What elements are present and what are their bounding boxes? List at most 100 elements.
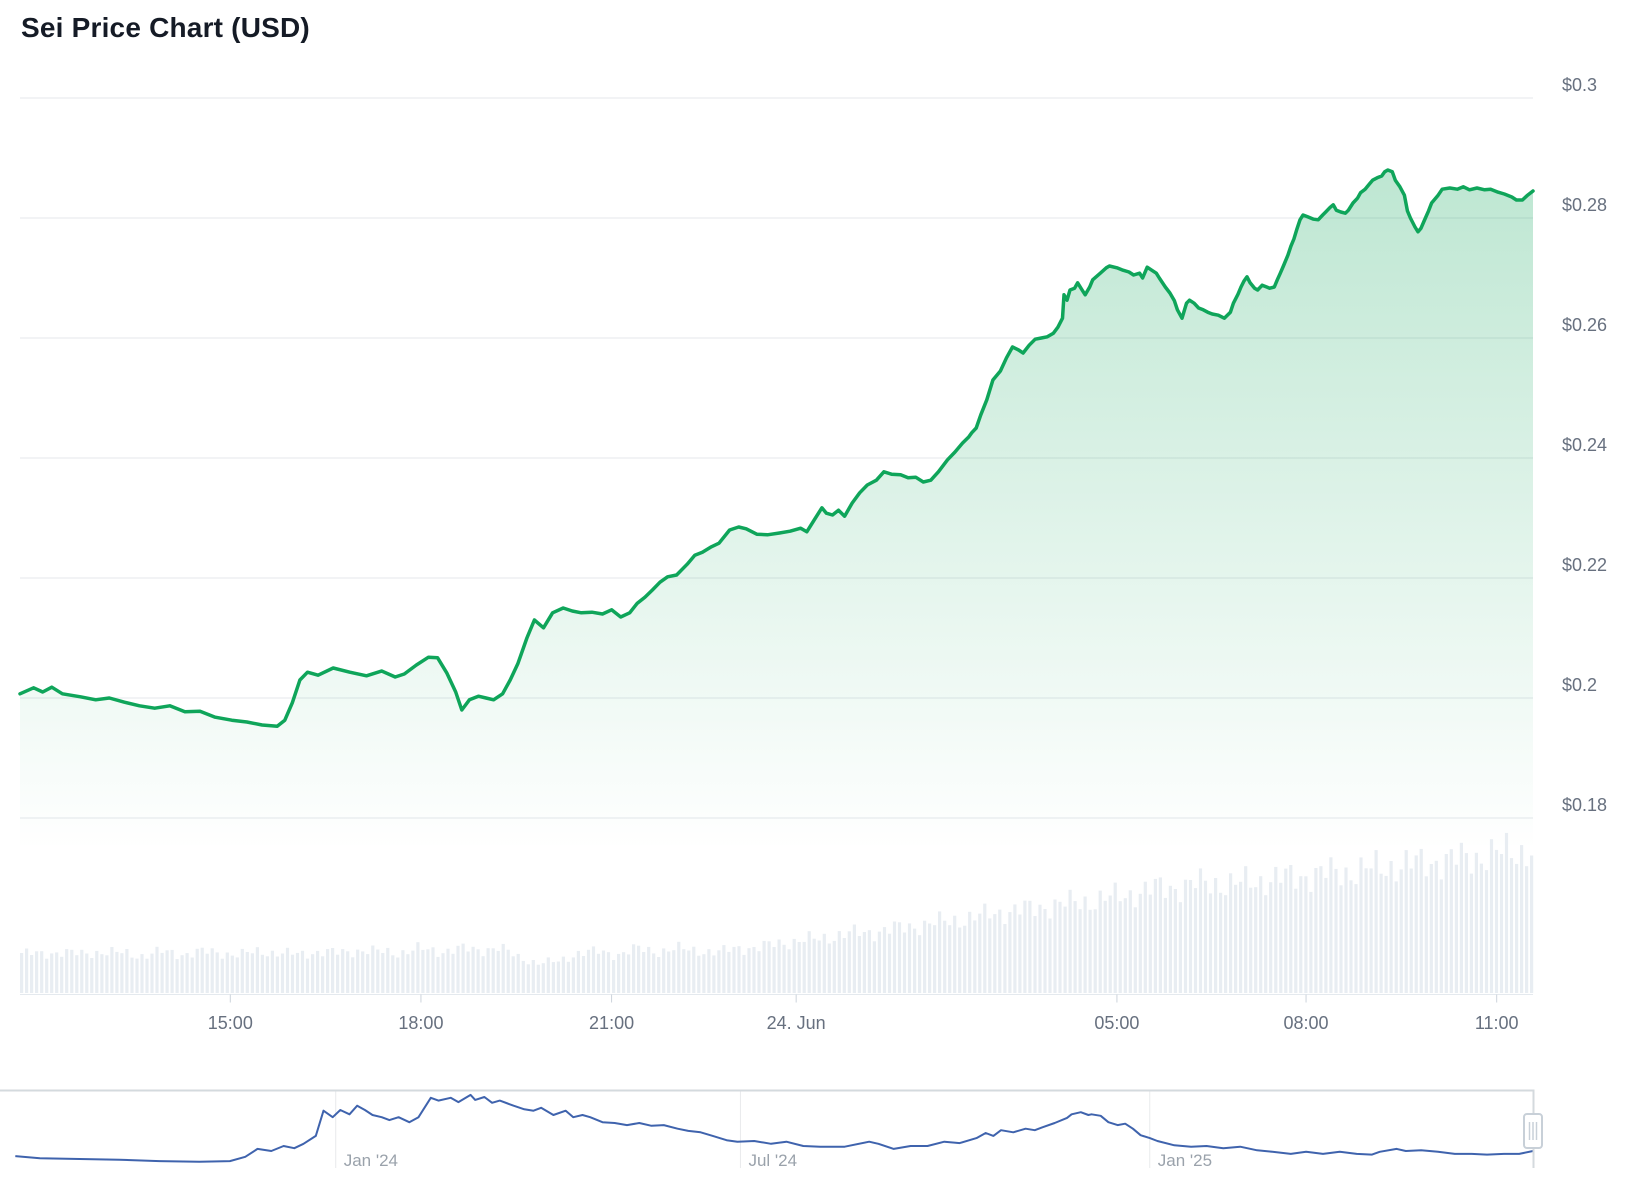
x-axis-label: 15:00 xyxy=(208,1013,253,1033)
volume-bar xyxy=(792,938,796,993)
volume-bar xyxy=(511,956,515,993)
volume-bar xyxy=(968,911,972,993)
volume-bar xyxy=(105,955,109,993)
navigator[interactable]: Jan '24 Jul '24 Jan '25 xyxy=(0,1089,1543,1171)
volume-bar xyxy=(280,953,285,993)
volume-bar xyxy=(481,956,485,993)
volume-bar xyxy=(1359,857,1363,993)
volume-bar xyxy=(1429,864,1433,993)
volume-bar xyxy=(185,953,189,993)
volume-bar xyxy=(697,955,701,993)
volume-bar xyxy=(642,952,646,993)
volume-bar xyxy=(90,958,94,993)
volume-bar xyxy=(1464,853,1468,993)
volume-bar xyxy=(807,931,811,993)
volume-bar xyxy=(341,949,345,993)
volume-bar xyxy=(1384,875,1388,993)
volume-bar xyxy=(617,953,621,993)
volume-bar xyxy=(1093,909,1097,993)
price-plot-area[interactable] xyxy=(20,84,1533,993)
volume-bar xyxy=(300,950,305,993)
volume-bar xyxy=(60,956,64,993)
volume-bar xyxy=(1229,873,1233,993)
volume-bar xyxy=(456,945,460,993)
volume-bar xyxy=(40,951,44,993)
volume-bar xyxy=(882,927,887,993)
volume-bar xyxy=(406,954,410,993)
volume-bars xyxy=(20,832,1534,993)
x-axis-label: 11:00 xyxy=(1475,1013,1519,1033)
volume-bar xyxy=(516,953,520,993)
volume-bar xyxy=(1409,868,1413,993)
volume-bar xyxy=(120,953,124,993)
volume-bar xyxy=(973,920,977,993)
volume-bar xyxy=(1058,901,1062,993)
volume-bar xyxy=(190,957,194,993)
volume-bar xyxy=(1314,868,1318,993)
volume-bar xyxy=(1239,881,1243,993)
volume-bar xyxy=(356,949,360,993)
volume-bar xyxy=(1379,873,1383,993)
navigator-right-handle[interactable] xyxy=(1523,1113,1543,1149)
volume-bar xyxy=(1479,863,1483,993)
volume-bar xyxy=(1449,849,1453,993)
volume-bar xyxy=(918,935,922,993)
volume-bar xyxy=(677,941,681,993)
volume-bar xyxy=(566,961,570,993)
volume-bar xyxy=(601,950,606,993)
volume-bar xyxy=(1294,888,1298,993)
volume-bar xyxy=(596,953,601,993)
volume-bar xyxy=(1264,895,1268,993)
volume-bar xyxy=(1163,897,1167,993)
volume-bar xyxy=(1249,887,1253,993)
volume-bar xyxy=(827,943,831,993)
volume-bar xyxy=(386,947,390,993)
volume-bar xyxy=(1309,891,1313,993)
volume-bar xyxy=(632,944,636,993)
volume-bar xyxy=(30,955,34,993)
volume-bar xyxy=(802,941,806,993)
volume-bar xyxy=(225,952,229,993)
volume-bar xyxy=(165,950,169,993)
volume-bar xyxy=(1444,854,1448,993)
volume-bar xyxy=(993,914,997,993)
volume-bar xyxy=(978,913,982,993)
volume-bar xyxy=(1484,870,1489,993)
volume-bar xyxy=(270,950,274,993)
volume-bar xyxy=(591,946,596,993)
volume-bar xyxy=(1098,890,1102,993)
volume-bar xyxy=(586,949,591,993)
volume-bar xyxy=(667,951,671,993)
volume-bar xyxy=(862,932,866,993)
volume-bar xyxy=(782,944,786,993)
volume-bar xyxy=(737,946,741,993)
volume-bar xyxy=(777,939,781,993)
volume-bar xyxy=(290,954,295,993)
volume-bar xyxy=(1088,909,1092,993)
volume-bar xyxy=(772,947,776,993)
volume-bar xyxy=(501,943,505,993)
volume-bar xyxy=(742,954,746,993)
volume-bar xyxy=(466,951,470,993)
volume-bar xyxy=(366,954,370,993)
volume-bar xyxy=(1003,924,1007,993)
volume-bar xyxy=(1509,858,1514,993)
volume-bar xyxy=(250,953,254,993)
y-axis-label: $0.2 xyxy=(1562,675,1597,695)
volume-bar xyxy=(877,931,881,993)
volume-bar xyxy=(145,958,149,993)
volume-bar xyxy=(1269,882,1273,993)
volume-bar xyxy=(326,949,330,993)
volume-bar xyxy=(275,956,279,993)
volume-bar xyxy=(897,922,902,993)
volume-bar xyxy=(767,941,771,993)
volume-bar xyxy=(571,957,575,993)
volume-bar xyxy=(963,925,967,993)
volume-bar xyxy=(943,920,947,993)
volume-bar xyxy=(832,940,836,993)
volume-bar xyxy=(285,947,290,993)
volume-bar xyxy=(938,911,942,993)
volume-bar xyxy=(441,953,445,993)
